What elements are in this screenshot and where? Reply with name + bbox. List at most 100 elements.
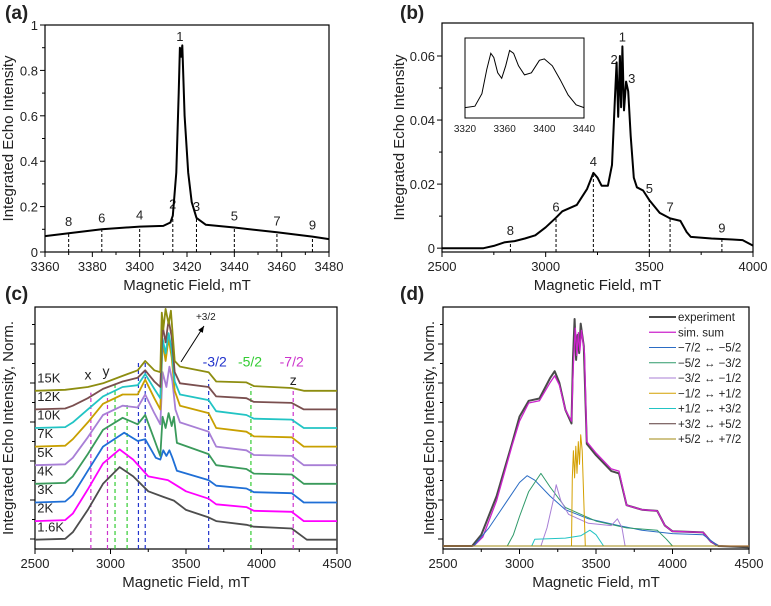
y-axis-label: Integrated Echo Intensity, Norm. [0, 321, 17, 535]
legend-label: −5/2 ↔ −3/2 [678, 358, 741, 370]
x-tick-label: 3460 [267, 259, 296, 274]
series-label: 12K [37, 389, 60, 404]
marker-label: 7 [666, 199, 673, 214]
x-axis-label: Magnetic Field, mT [123, 277, 251, 294]
y-tick-label: 0.04 [410, 113, 435, 128]
marker-label: 7 [273, 213, 280, 228]
inset-plot: 3320 3360 3400 3440 [454, 37, 596, 135]
x-tick-label: 3500 [172, 556, 201, 571]
panel-letter: (d) [400, 284, 424, 305]
x-tick-label: 4000 [247, 556, 276, 571]
panel-a: (a) 3360 3380 3400 3420 3440 3460 3480 0 0.2 0.4 0.… [0, 3, 343, 294]
x-axis-label: Magnetic Field, mT [532, 574, 660, 591]
series-label: 5K [37, 445, 53, 460]
legend-label: −3/2 ↔ −1/2 [678, 373, 741, 385]
x-tick-label: 2500 [21, 556, 50, 571]
series-line [34, 431, 337, 504]
x-tick-label: 4000 [658, 556, 687, 571]
series-line [34, 332, 337, 429]
legend-label: experiment [678, 312, 736, 324]
peak-label: 3 [628, 71, 635, 86]
series-line [34, 308, 337, 392]
x-tick-label: 3500 [582, 556, 611, 571]
legend-label: −1/2 ↔ +1/2 [678, 388, 741, 400]
legend-label: +1/2 ↔ +3/2 [678, 404, 741, 416]
peak-label: 1 [619, 30, 626, 45]
annotation-label: -5/2 [238, 354, 262, 370]
x-tick-label: 2500 [428, 259, 457, 274]
marker-label: 5 [231, 208, 238, 223]
x-tick-label: 4500 [735, 556, 764, 571]
series-line [540, 484, 626, 547]
y-tick-label: 0 [31, 245, 38, 260]
marker-label: 4 [136, 208, 143, 223]
arrow-label: +3/2 [196, 312, 216, 323]
series-line [34, 466, 337, 541]
legend-label: −7/2 ↔ −5/2 [678, 343, 741, 355]
y-tick-label: 0.6 [20, 109, 38, 124]
x-tick-label: 3480 [315, 259, 344, 274]
marker-label: 5 [646, 181, 653, 196]
y-tick-label: 0.2 [20, 200, 38, 215]
annotation-label: x [85, 367, 92, 383]
series-line [34, 448, 337, 522]
marker-label: 6 [98, 210, 105, 225]
y-tick-label: 0.06 [410, 49, 435, 64]
x-tick-label: 3000 [531, 259, 560, 274]
y-tick-label: 0.4 [20, 154, 38, 169]
x-tick-label: 4000 [739, 259, 768, 274]
y-tick-label: 1 [31, 18, 38, 33]
marker-label: 6 [552, 200, 559, 215]
y-axis-label: Integrated Echo Intensity [0, 55, 17, 221]
series-label: 2K [37, 501, 53, 516]
arrow-head [198, 325, 204, 333]
annotation-label: -3/2 [203, 354, 227, 370]
series-line [34, 412, 337, 485]
series-label: 1.6K [37, 519, 64, 534]
annotation-label: z [290, 372, 297, 388]
annotation-label: -7/2 [280, 354, 304, 370]
series-label: 4K [37, 463, 53, 478]
arrow-line [180, 325, 205, 363]
x-tick-label: 3000 [505, 556, 534, 571]
series-line [442, 45, 754, 250]
inset-frame [464, 37, 585, 119]
panel-d: (d) 2500 3000 3500 4000 4500 Magnetic Field, m… [400, 284, 763, 591]
marker-label: 9 [718, 221, 725, 236]
x-tick-label: 3420 [173, 259, 202, 274]
panel-letter: (b) [400, 3, 424, 24]
panel-letter: (a) [5, 3, 28, 24]
marker-label: 4 [590, 154, 597, 169]
marker-label: 8 [65, 214, 72, 229]
inset-x-tick-label: 3360 [494, 124, 517, 135]
peak-label: 2 [610, 52, 617, 67]
inset-x-tick-label: 3400 [533, 124, 556, 135]
series-line [34, 365, 337, 467]
y-tick-label: 0.02 [410, 177, 435, 192]
inset-x-tick-label: 3320 [454, 124, 477, 135]
series-label: 7K [37, 426, 53, 441]
inset-x-tick-label: 3440 [573, 124, 596, 135]
x-tick-label: 3400 [125, 259, 154, 274]
marker-label: 9 [309, 218, 316, 233]
inset-series-line [464, 49, 585, 109]
x-tick-label: 3000 [96, 556, 125, 571]
series-label: 10K [37, 408, 60, 423]
legend-label: sim. sum [678, 327, 724, 339]
legend-label: +3/2 ↔ +5/2 [678, 419, 741, 431]
marker-label: 8 [507, 223, 514, 238]
series-line [506, 472, 673, 547]
series-line [34, 337, 337, 448]
annotation-label: y [102, 363, 109, 379]
panel-b: (b) 2500 3000 3500 4000 0 0.02 0.04 0.06 Magnetic… [391, 3, 767, 294]
x-tick-label: 3380 [78, 259, 107, 274]
series-line [531, 529, 605, 547]
series-line [34, 319, 337, 411]
series-line [443, 327, 749, 547]
series-label: 3K [37, 482, 53, 497]
series-line [44, 44, 330, 241]
x-tick-label: 2500 [429, 556, 458, 571]
series-line [571, 434, 586, 547]
x-axis-label: Magnetic Field, mT [122, 574, 250, 591]
